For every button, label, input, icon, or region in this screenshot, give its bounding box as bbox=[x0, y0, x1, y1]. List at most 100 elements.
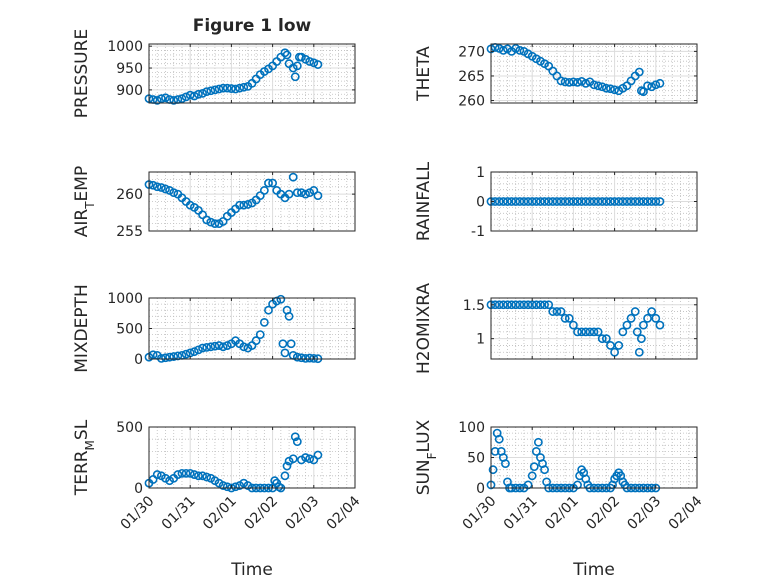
data-point bbox=[523, 300, 533, 310]
data-point bbox=[218, 342, 228, 352]
data-point bbox=[643, 197, 652, 206]
data-point bbox=[173, 470, 183, 479]
data-point bbox=[210, 85, 220, 95]
data-point bbox=[305, 353, 315, 363]
data-point bbox=[297, 188, 306, 198]
data-point bbox=[202, 343, 212, 352]
data-point bbox=[643, 81, 652, 91]
data-point bbox=[292, 61, 302, 71]
data-point bbox=[540, 197, 549, 206]
data-point bbox=[288, 454, 298, 464]
data-point bbox=[239, 342, 249, 352]
data-point bbox=[282, 50, 292, 60]
y-tick-label: 100 bbox=[458, 420, 485, 436]
data-point bbox=[239, 200, 249, 210]
data-point bbox=[577, 76, 587, 86]
data-point bbox=[577, 197, 587, 206]
data-point bbox=[305, 57, 315, 66]
data-point bbox=[519, 197, 529, 206]
data-series bbox=[144, 172, 323, 229]
x-axis-label-right: Time bbox=[572, 560, 615, 580]
data-point bbox=[161, 184, 170, 194]
data-point bbox=[280, 471, 290, 481]
data-point bbox=[243, 200, 253, 209]
y-axis-label: THETA bbox=[414, 46, 434, 102]
data-point bbox=[552, 307, 562, 316]
data-point bbox=[226, 84, 236, 93]
data-point bbox=[503, 197, 512, 206]
data-point bbox=[169, 188, 179, 198]
data-point bbox=[560, 197, 570, 206]
x-tick-label: 02/04 bbox=[666, 493, 706, 533]
data-point bbox=[218, 481, 228, 490]
data-point bbox=[655, 197, 665, 206]
data-point bbox=[573, 327, 582, 337]
x-tick-label: 02/02 bbox=[583, 493, 623, 533]
data-point bbox=[218, 83, 228, 93]
y-axis-label: RAINFALL bbox=[414, 161, 434, 241]
data-point bbox=[148, 180, 158, 190]
data-point bbox=[536, 300, 545, 310]
data-point bbox=[560, 77, 570, 87]
data-point bbox=[527, 197, 537, 206]
data-point bbox=[210, 341, 220, 351]
data-point bbox=[536, 197, 545, 206]
data-point bbox=[264, 178, 273, 188]
data-point bbox=[231, 482, 240, 492]
data-point bbox=[569, 77, 578, 87]
data-point bbox=[544, 300, 554, 310]
data-point bbox=[272, 296, 282, 306]
data-point bbox=[523, 197, 533, 206]
data-point bbox=[606, 197, 615, 206]
data-point bbox=[573, 480, 582, 490]
data-point bbox=[214, 84, 224, 94]
x-axis-label-left: Time bbox=[230, 560, 273, 580]
data-point bbox=[280, 348, 290, 358]
data-point bbox=[507, 197, 516, 206]
data-point bbox=[309, 353, 319, 363]
y-tick-label: 500 bbox=[116, 420, 143, 436]
data-point bbox=[515, 45, 525, 55]
data-point bbox=[181, 468, 191, 478]
data-point bbox=[194, 345, 203, 355]
data-point bbox=[494, 44, 504, 53]
data-point bbox=[564, 313, 574, 323]
data-point bbox=[647, 197, 657, 206]
data-point bbox=[202, 472, 212, 482]
y-tick-label: 260 bbox=[116, 187, 143, 203]
x-tick-label: 02/03 bbox=[624, 493, 664, 533]
data-point bbox=[189, 347, 199, 357]
data-point bbox=[270, 476, 280, 486]
y-axis-label: SUNFLUX bbox=[414, 419, 439, 495]
data-point bbox=[511, 197, 521, 206]
data-point bbox=[643, 313, 652, 323]
data-point bbox=[606, 341, 615, 350]
data-point bbox=[515, 197, 525, 206]
data-point bbox=[651, 197, 661, 206]
data-point bbox=[632, 327, 642, 337]
data-point bbox=[626, 313, 636, 323]
data-point bbox=[585, 197, 595, 206]
data-point bbox=[301, 353, 310, 363]
data-point bbox=[531, 197, 541, 206]
x-tick-label: 02/01 bbox=[542, 493, 582, 533]
subplot-8: 0 50 100 SUNFLUX 01/30 01/31 02/01 02/02 02/03 02… bbox=[414, 419, 706, 533]
data-point bbox=[156, 94, 166, 104]
data-point bbox=[577, 327, 587, 337]
data-point bbox=[280, 48, 290, 58]
data-point bbox=[630, 307, 640, 316]
data-point bbox=[655, 78, 665, 88]
data-point bbox=[573, 77, 582, 87]
subplot-2: 260 265 270 THETA bbox=[414, 43, 698, 110]
data-point bbox=[189, 470, 199, 479]
data-point bbox=[309, 58, 319, 68]
data-point bbox=[498, 197, 508, 206]
data-point bbox=[198, 343, 207, 353]
data-point bbox=[286, 339, 296, 349]
data-point bbox=[181, 349, 191, 359]
y-tick-label: 260 bbox=[458, 94, 485, 110]
data-point bbox=[210, 219, 220, 229]
data-point bbox=[610, 347, 619, 357]
data-point bbox=[498, 300, 508, 310]
